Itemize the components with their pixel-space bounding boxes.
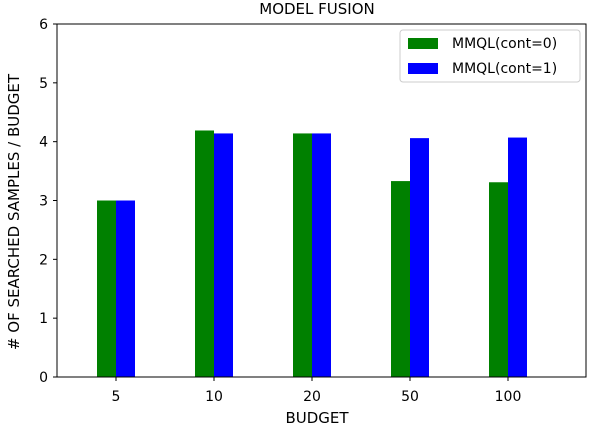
bar-cont1-5 <box>116 200 135 377</box>
y-tick-label: 4 <box>39 135 48 151</box>
y-axis-ticks: 0 1 2 3 4 5 6 <box>39 17 57 386</box>
legend-box <box>399 29 581 83</box>
bar-cont1-50 <box>410 138 429 377</box>
legend-swatch-cont0 <box>408 38 438 49</box>
bar-cont0-100 <box>489 182 508 377</box>
plot-frame <box>56 23 587 378</box>
y-tick-label: 3 <box>39 194 48 210</box>
y-tick-label: 2 <box>39 252 48 268</box>
bar-cont0-10 <box>195 130 214 377</box>
bars-group <box>97 130 527 377</box>
bar-cont1-20 <box>312 133 331 377</box>
legend: MMQL(cont=0) MMQL(cont=1) <box>399 29 581 83</box>
y-tick-label: 1 <box>39 311 48 327</box>
bar-cont0-20 <box>293 133 312 377</box>
bar-cont1-10 <box>214 133 233 377</box>
bar-cont0-5 <box>97 200 116 377</box>
x-tick-label: 50 <box>401 389 419 405</box>
chart-title: MODEL FUSION <box>259 0 374 18</box>
bar-cont1-100 <box>508 137 527 377</box>
y-tick-label: 0 <box>39 370 48 386</box>
bar-cont0-50 <box>391 181 410 377</box>
y-tick-label: 6 <box>39 17 48 33</box>
y-tick-label: 5 <box>39 76 48 92</box>
x-axis-ticks: 5 10 20 50 100 <box>112 377 522 405</box>
x-tick-label: 10 <box>205 389 223 405</box>
legend-swatch-cont1 <box>408 63 438 74</box>
x-tick-label: 100 <box>495 389 522 405</box>
x-tick-label: 20 <box>303 389 321 405</box>
legend-label-cont1: MMQL(cont=1) <box>452 61 557 77</box>
legend-label-cont0: MMQL(cont=0) <box>452 36 557 52</box>
x-tick-label: 5 <box>112 389 121 405</box>
y-axis-label: # OF SEARCHED SAMPLES / BUDGET <box>5 73 23 350</box>
x-axis-label: BUDGET <box>285 409 349 426</box>
